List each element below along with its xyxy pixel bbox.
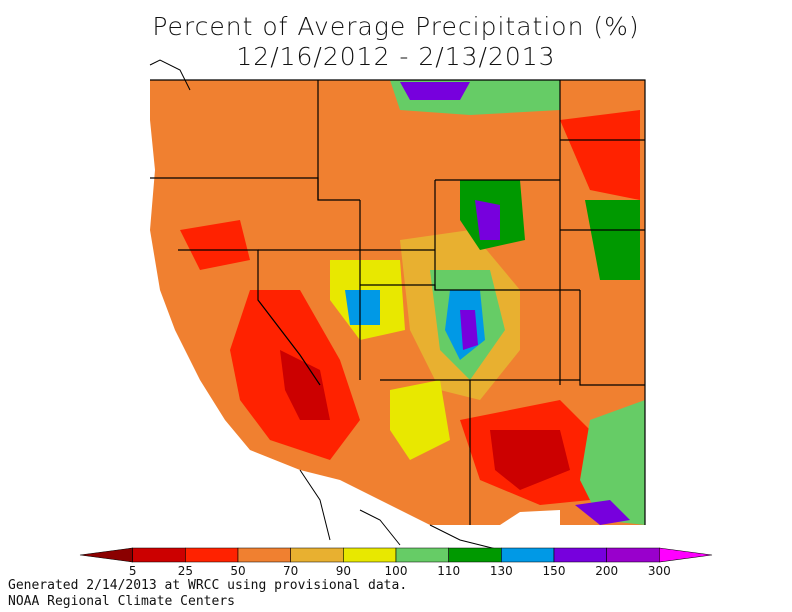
- region-dry-nm-core: [490, 430, 570, 490]
- legend-tick-label: 300: [648, 564, 671, 578]
- legend-swatch: [448, 547, 502, 563]
- coastline-outline: [149, 59, 501, 551]
- legend-swatch: [79, 547, 133, 563]
- state-borders: [150, 79, 646, 525]
- region-dry-core: [280, 350, 330, 420]
- legend-tick-label: 130: [490, 564, 513, 578]
- region-green-ne: [585, 200, 640, 280]
- legend-tick-label: 200: [595, 564, 618, 578]
- legend-tick-label: 25: [178, 564, 193, 578]
- map-title: Percent of Average Precipitation (%): [152, 12, 640, 41]
- legend-swatch: [343, 547, 397, 563]
- region-purple-co: [460, 310, 478, 350]
- legend-swatch: [237, 547, 291, 563]
- legend-tick-label: 100: [385, 564, 408, 578]
- legend-swatch: [553, 547, 607, 563]
- legend-swatch: [606, 547, 660, 563]
- legend-swatch: [132, 547, 186, 563]
- legend-tick-label: 70: [283, 564, 298, 578]
- region-yellow-az: [390, 380, 450, 460]
- region-dry-plains: [560, 110, 640, 200]
- legend-swatch: [395, 547, 449, 563]
- legend-swatch: [659, 547, 713, 563]
- legend-tick-label: 150: [543, 564, 566, 578]
- region-purple-mt: [400, 82, 470, 100]
- legend-tick-label: 50: [230, 564, 245, 578]
- legend-swatch: [290, 547, 344, 563]
- legend-swatch: [501, 547, 555, 563]
- region-green-tx: [580, 400, 645, 525]
- legend-tick-label: 110: [437, 564, 460, 578]
- region-dry-nv: [180, 220, 250, 270]
- footer-source: NOAA Regional Climate Centers: [8, 594, 235, 609]
- region-purple-wy: [475, 200, 500, 240]
- legend-tick-label: 90: [336, 564, 351, 578]
- map-period: 12/16/2012 - 2/13/2013: [236, 42, 556, 71]
- footer-generated: Generated 2/14/2013 at WRCC using provis…: [8, 578, 408, 593]
- region-purple-tx: [575, 500, 630, 525]
- legend-tick-label: 5: [129, 564, 137, 578]
- region-blue-ut: [345, 290, 380, 325]
- legend-swatch: [185, 547, 239, 563]
